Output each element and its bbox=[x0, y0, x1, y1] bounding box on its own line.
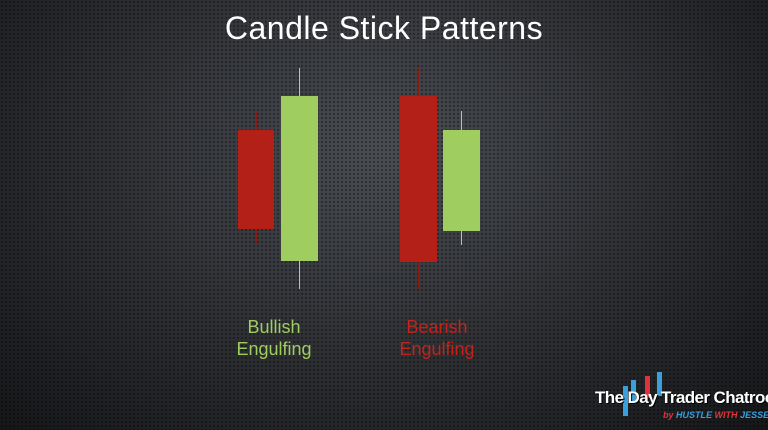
bearish-candle bbox=[238, 130, 274, 229]
logo-text: The Day Trader Chatroom bbox=[595, 388, 768, 407]
brand-logo: The Day Trader Chatroom by HUSTLE WITH J… bbox=[595, 372, 768, 428]
bullish-engulfing-label: Bullish Engulfing bbox=[214, 316, 334, 360]
bullish-candle bbox=[281, 96, 318, 261]
label-line: Engulfing bbox=[399, 339, 475, 359]
bearish-engulfing-label: Bearish Engulfing bbox=[377, 316, 497, 360]
label-line: Bearish bbox=[406, 317, 468, 337]
label-line: Engulfing bbox=[236, 339, 312, 359]
logo-tagline: by HUSTLE WITH JESSEW bbox=[663, 410, 768, 420]
bullish-candle bbox=[443, 130, 480, 231]
label-line: Bullish bbox=[247, 317, 301, 337]
bearish-candle bbox=[400, 96, 437, 262]
slide-title: Candle Stick Patterns bbox=[224, 10, 544, 46]
